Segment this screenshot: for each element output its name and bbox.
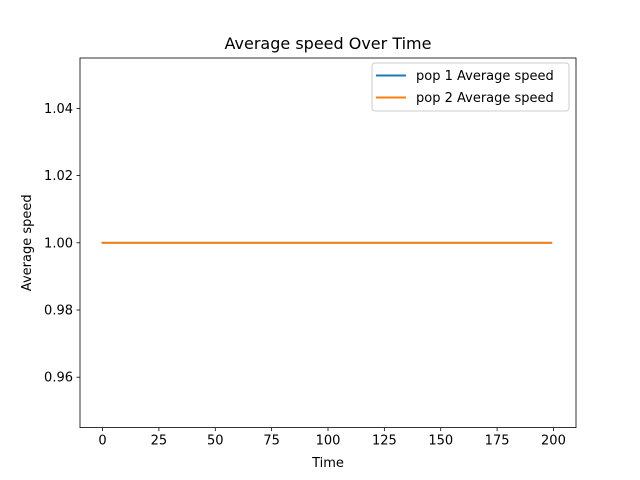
x-tick-label: 50 <box>207 434 224 449</box>
y-tick-label: 1.02 <box>44 169 73 184</box>
y-tick-label: 1.00 <box>44 236 73 251</box>
x-tick-label: 75 <box>263 434 280 449</box>
x-tick-label: 0 <box>98 434 106 449</box>
x-axis-ticks: 0 25 50 75 100 125 150 175 200 <box>98 427 566 449</box>
y-tick-label: 0.98 <box>44 304 73 319</box>
x-tick-label: 150 <box>428 434 453 449</box>
legend: pop 1 Average speed pop 2 Average speed <box>371 62 570 112</box>
x-tick-label: 100 <box>316 434 341 449</box>
chart-title: Average speed Over Time <box>225 34 432 53</box>
y-tick-label: 0.96 <box>44 371 73 386</box>
y-axis-ticks: 0.96 0.98 1.00 1.02 1.04 <box>44 102 80 386</box>
x-tick-label: 125 <box>372 434 397 449</box>
legend-label-pop-2: pop 2 Average speed <box>416 91 554 106</box>
legend-label-pop-1: pop 1 Average speed <box>416 69 554 84</box>
x-tick-label: 25 <box>151 434 168 449</box>
x-tick-label: 175 <box>485 434 510 449</box>
y-axis-label: Average speed <box>20 194 35 291</box>
legend-box <box>371 62 570 112</box>
x-tick-label: 200 <box>541 434 566 449</box>
y-tick-label: 1.04 <box>44 102 73 117</box>
x-axis-label: Time <box>311 456 344 471</box>
